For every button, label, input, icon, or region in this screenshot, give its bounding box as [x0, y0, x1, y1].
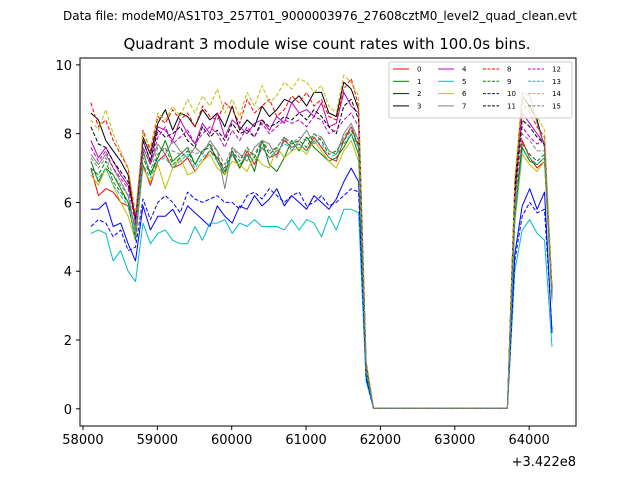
- series-line-10: [90, 188, 553, 409]
- legend-label-4: 4: [462, 66, 467, 74]
- legend-label-10: 10: [507, 90, 516, 98]
- axes-frame: [79, 57, 577, 427]
- legend-label-13: 13: [552, 78, 561, 86]
- series-line-4: [90, 91, 553, 409]
- x-tick-label: 60000: [211, 433, 252, 448]
- legend-label-12: 12: [552, 66, 561, 74]
- legend-label-0: 0: [417, 66, 421, 74]
- y-tick-label: 4: [64, 265, 72, 280]
- series-line-13: [90, 133, 553, 409]
- series-line-11: [90, 98, 553, 409]
- series-line-0: [90, 126, 553, 409]
- x-tick-label: 64000: [508, 433, 549, 448]
- x-tick-label: 62000: [360, 433, 401, 448]
- legend-label-8: 8: [507, 66, 511, 74]
- y-tick-label: 6: [64, 196, 72, 211]
- series-line-12: [90, 112, 553, 409]
- legend-label-3: 3: [417, 102, 421, 110]
- plot-area: 58000 59000 60000 61000 62000 63000 64000 0 2 4 6…: [55, 57, 577, 470]
- series-line-5: [90, 208, 553, 409]
- legend-label-7: 7: [462, 102, 466, 110]
- y-tick-label: 2: [64, 334, 72, 349]
- x-tick-label: 63000: [434, 433, 475, 448]
- legend-label-15: 15: [552, 102, 561, 110]
- x-axis: 58000 59000 60000 61000 62000 63000 64000: [62, 426, 550, 448]
- x-tick-label: 59000: [137, 433, 178, 448]
- y-tick-label: 10: [55, 59, 72, 74]
- y-tick-label: 8: [64, 128, 72, 143]
- legend-label-14: 14: [552, 90, 561, 98]
- legend-label-11: 11: [507, 102, 516, 110]
- series-layer: [90, 74, 553, 409]
- legend-label-2: 2: [417, 90, 421, 98]
- legend-label-1: 1: [417, 78, 421, 86]
- x-tick-label: 58000: [62, 433, 103, 448]
- series-line-7: [90, 91, 553, 409]
- series-line-2: [90, 167, 553, 409]
- series-line-6: [90, 140, 553, 409]
- series-line-15: [90, 126, 553, 409]
- series-line-1: [90, 133, 553, 409]
- series-line-3: [90, 81, 553, 409]
- y-axis: 0 2 4 6 8 10: [55, 59, 80, 418]
- x-tick-label: 61000: [285, 433, 326, 448]
- series-line-14: [90, 74, 553, 409]
- chart-suptitle: Data file: modeM0/AS1T03_257T01_90000039…: [63, 9, 577, 23]
- legend-frame: [388, 61, 573, 119]
- y-tick-label: 0: [64, 403, 72, 418]
- legend-label-6: 6: [462, 90, 467, 98]
- x-offset-label: +3.422e8: [512, 455, 576, 470]
- legend-label-5: 5: [462, 78, 466, 86]
- legend-label-9: 9: [507, 78, 511, 86]
- chart-title: Quadrant 3 module wise count rates with …: [123, 35, 530, 53]
